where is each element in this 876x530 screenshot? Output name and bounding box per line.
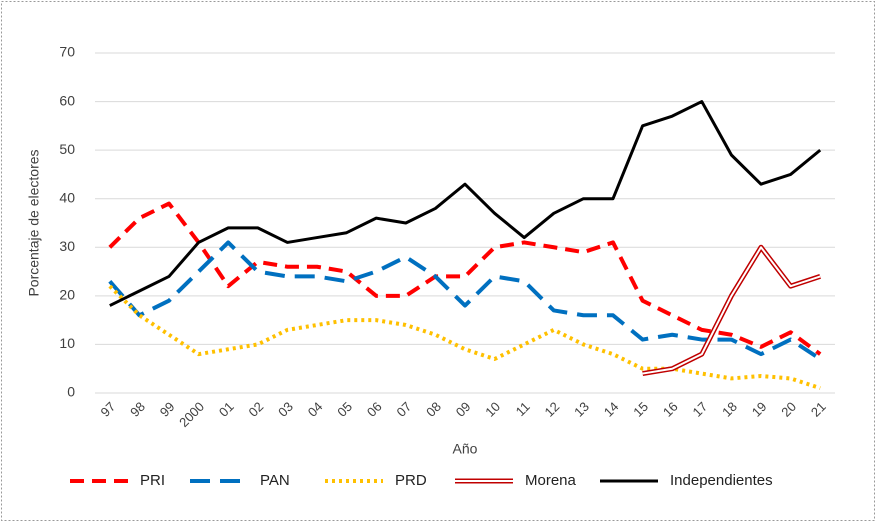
- x-tick-label: 13: [571, 399, 592, 420]
- x-tick-label: 02: [246, 399, 267, 420]
- x-tick-label: 2000: [176, 399, 207, 430]
- x-tick-label: 98: [127, 399, 148, 420]
- y-tick-label: 30: [59, 238, 75, 254]
- x-tick-label: 20: [778, 399, 799, 420]
- x-tick-label: 09: [453, 399, 474, 420]
- y-tick-label: 20: [59, 287, 75, 303]
- x-tick-label: 03: [275, 399, 296, 420]
- x-tick-label: 21: [808, 399, 829, 420]
- x-tick-label: 17: [690, 399, 711, 420]
- y-tick-label: 70: [59, 44, 75, 60]
- y-tick-label: 0: [67, 384, 75, 400]
- x-tick-label: 11: [513, 399, 533, 419]
- x-tick-label: 15: [630, 399, 651, 420]
- x-tick-label: 08: [423, 399, 444, 420]
- series-line: [642, 244, 821, 377]
- x-axis-label: Año: [453, 441, 478, 457]
- chart-border: [1, 1, 875, 521]
- x-tick-label: 14: [601, 399, 622, 420]
- series-line: [108, 284, 821, 391]
- x-tick-label: 16: [660, 399, 681, 420]
- x-tick-label: 12: [542, 399, 563, 420]
- series-line: [108, 240, 822, 361]
- y-tick-label: 50: [59, 141, 75, 157]
- x-tick-label: 10: [482, 399, 503, 420]
- legend-label: Independientes: [670, 472, 773, 489]
- y-axis-label: Porcentaje de electores: [26, 149, 42, 296]
- series-line: [109, 100, 822, 307]
- x-tick-label: 06: [364, 399, 385, 420]
- x-tick-label: 07: [394, 399, 415, 420]
- x-tick-label: 04: [305, 399, 326, 420]
- x-tick-label: 99: [157, 399, 178, 420]
- x-tick-label: 19: [749, 399, 770, 420]
- x-tick-label: 05: [334, 399, 355, 420]
- y-tick-label: 60: [59, 92, 75, 108]
- x-tick-label: 18: [719, 399, 740, 420]
- y-tick-label: 40: [59, 189, 75, 205]
- series-line-inner: [642, 246, 821, 375]
- y-tick-label: 10: [59, 335, 75, 351]
- legend-label: PRD: [395, 472, 427, 489]
- legend-label: PRI: [140, 472, 165, 489]
- x-tick-label: 01: [216, 399, 237, 420]
- series-line: [108, 201, 822, 356]
- x-tick-label: 97: [98, 399, 119, 420]
- legend-label: Morena: [525, 472, 577, 489]
- legend-label: PAN: [260, 472, 290, 489]
